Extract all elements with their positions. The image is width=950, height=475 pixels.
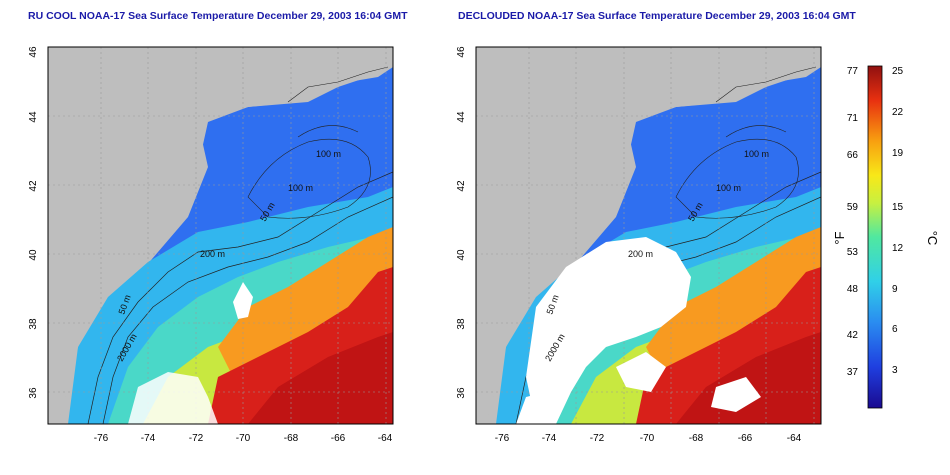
left-x-axis: -76 -74 -72 -70 -68 -66 -64 <box>94 433 393 444</box>
right-map <box>475 46 822 425</box>
f-tick-label: 66 <box>847 150 859 161</box>
x-tick-label: -76 <box>94 433 109 444</box>
x-tick-label: -64 <box>378 433 393 444</box>
colorbar: 77 71 66 59 53 48 42 37 25 22 19 15 12 9… <box>832 65 940 409</box>
y-tick-label: 36 <box>456 387 467 399</box>
right-x-axis: -76 -74 -72 -70 -68 -66 -64 <box>495 433 802 444</box>
f-tick-label: 48 <box>847 284 859 295</box>
c-tick-label: 19 <box>892 148 904 159</box>
x-tick-label: -68 <box>689 433 704 444</box>
c-tick-label: 15 <box>892 202 904 213</box>
contour-label: 100 m <box>716 183 741 193</box>
f-tick-label: 77 <box>847 66 859 77</box>
x-tick-label: -76 <box>495 433 510 444</box>
left-y-axis: 46 44 42 40 38 36 <box>28 46 39 399</box>
y-tick-label: 40 <box>456 249 467 261</box>
f-tick-label: 53 <box>847 247 859 258</box>
c-tick-label: 9 <box>892 284 898 295</box>
x-tick-label: -72 <box>189 433 204 444</box>
c-tick-label: 22 <box>892 107 904 118</box>
c-tick-label: 12 <box>892 243 904 254</box>
c-tick-label: 25 <box>892 66 904 77</box>
right-panel-title: DECLOUDED NOAA-17 Sea Surface Temperatur… <box>458 10 856 22</box>
y-tick-label: 38 <box>28 318 39 330</box>
left-map <box>47 46 394 425</box>
f-tick-label: 37 <box>847 367 859 378</box>
y-tick-label: 44 <box>456 111 467 123</box>
x-tick-label: -74 <box>141 433 156 444</box>
y-tick-label: 40 <box>28 249 39 261</box>
contour-label: 100 m <box>288 183 313 193</box>
contour-label: 200 m <box>628 249 653 259</box>
y-tick-label: 36 <box>28 387 39 399</box>
contour-label: 100 m <box>316 149 341 159</box>
x-tick-label: -72 <box>590 433 605 444</box>
left-panel-title: RU COOL NOAA-17 Sea Surface Temperature … <box>28 10 408 22</box>
f-tick-label: 42 <box>847 330 859 341</box>
f-tick-label: 71 <box>847 113 859 124</box>
x-tick-label: -66 <box>331 433 346 444</box>
x-tick-label: -70 <box>236 433 251 444</box>
x-tick-label: -68 <box>284 433 299 444</box>
y-tick-label: 42 <box>456 180 467 192</box>
x-tick-label: -64 <box>787 433 802 444</box>
contour-label: 100 m <box>744 149 769 159</box>
y-tick-label: 38 <box>456 318 467 330</box>
x-tick-label: -66 <box>738 433 753 444</box>
f-tick-label: 59 <box>847 202 859 213</box>
x-tick-label: -74 <box>542 433 557 444</box>
contour-label: 200 m <box>200 249 225 259</box>
fahrenheit-label: °F <box>832 231 847 244</box>
c-tick-label: 3 <box>892 365 898 376</box>
y-tick-label: 42 <box>28 180 39 192</box>
celsius-label: °C <box>925 231 940 246</box>
x-tick-label: -70 <box>640 433 655 444</box>
right-y-axis: 46 44 42 40 38 36 <box>456 46 467 399</box>
y-tick-label: 44 <box>28 111 39 123</box>
y-tick-label: 46 <box>456 46 467 58</box>
c-tick-label: 6 <box>892 324 898 335</box>
y-tick-label: 46 <box>28 46 39 58</box>
